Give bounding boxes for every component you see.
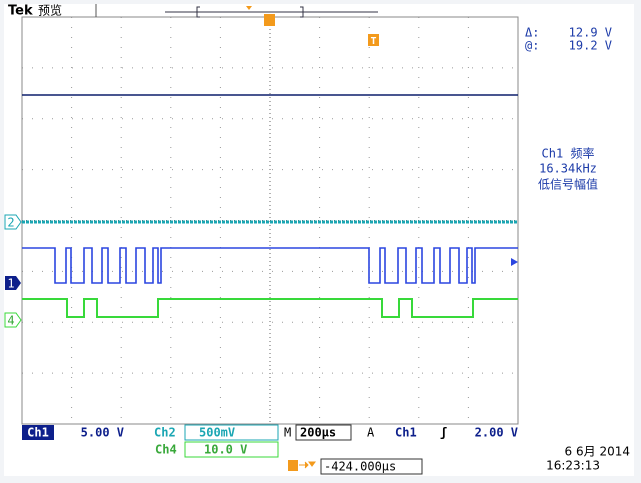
- trigger-pos: [246, 6, 252, 10]
- cursor-at-value: 19.2 V: [569, 39, 612, 53]
- ch1-label: Ch1: [27, 426, 49, 440]
- clock: 16:23:13: [546, 459, 600, 473]
- trigger-marker: [264, 14, 275, 26]
- trig-label: A: [367, 426, 375, 440]
- mode: 预览: [38, 3, 62, 18]
- panel: [4, 4, 634, 476]
- trig-offset-icon: [288, 460, 298, 471]
- trig-offset-arrow: [299, 461, 316, 469]
- brand: Tek: [8, 4, 33, 19]
- ch2-marker-text: 2: [7, 216, 14, 230]
- ch4-scale: 10.0 V: [204, 443, 247, 457]
- ch1-scale: 5.00 V: [81, 426, 124, 440]
- cursor-at-label: @:: [525, 39, 539, 53]
- time-label: M: [284, 426, 291, 440]
- date: 6 6月 2014: [565, 445, 630, 459]
- time-scale: 200µs: [300, 426, 336, 440]
- cursor-delta-label: Δ:: [525, 26, 539, 40]
- cursor-delta-value: 12.9 V: [569, 26, 612, 40]
- time-box: [295, 424, 352, 441]
- ch4-box: [184, 441, 279, 458]
- ch1-marker-text: 1: [7, 277, 14, 291]
- measure-value: 16.34kHz: [539, 162, 597, 176]
- ch4-label: Ch4: [155, 443, 177, 457]
- trig-source: Ch1: [395, 426, 417, 440]
- ch1-level-arrow: [511, 258, 518, 266]
- ch1-trace: [22, 247, 518, 284]
- ch2-box: [184, 424, 279, 441]
- trigger-level-marker: [368, 34, 379, 46]
- ch2-label: Ch2: [154, 426, 176, 440]
- trig-offset-box: [320, 458, 423, 475]
- ch4-marker: [4, 312, 22, 328]
- ch1-badge: [22, 425, 54, 440]
- trig-level: 2.00 V: [475, 426, 518, 440]
- ch1-marker: [5, 276, 21, 290]
- ch4-trace: [22, 298, 518, 318]
- ch2-marker: [4, 214, 22, 230]
- ch4-marker-text: 4: [7, 314, 14, 328]
- measure-name: Ch1 频率: [542, 146, 595, 161]
- measure-note: 低信号幅值: [538, 177, 598, 192]
- record-bracket: [196, 6, 304, 18]
- trigger-level-text: T: [370, 36, 376, 47]
- ch2-scale: 500mV: [199, 426, 235, 440]
- trig-slope: ʃ: [440, 426, 447, 440]
- trig-offset: -424.000µs: [324, 460, 396, 474]
